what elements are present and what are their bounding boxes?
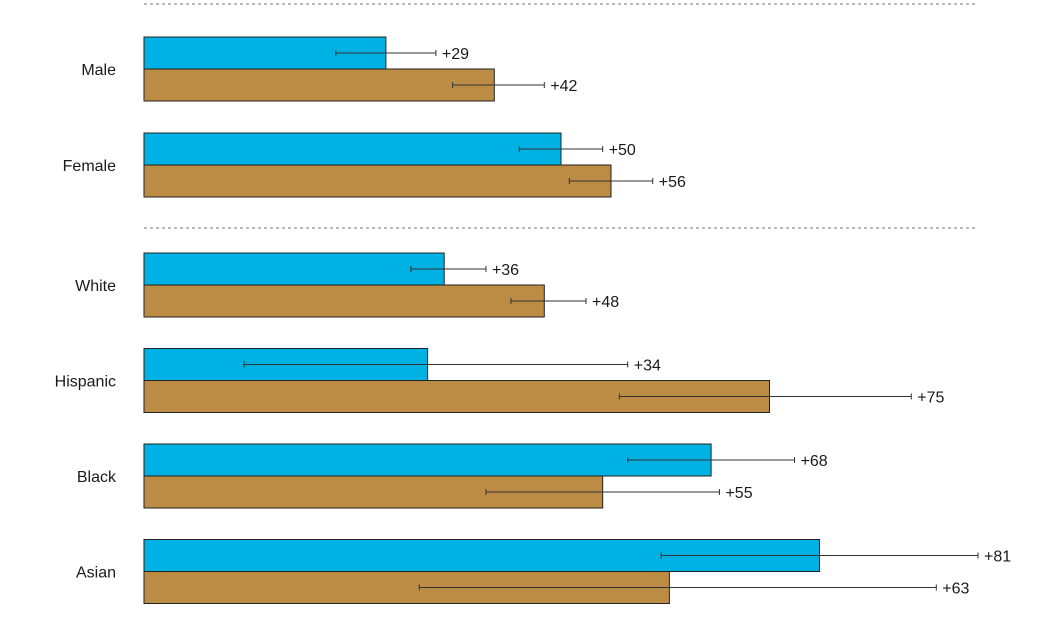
- bar-white-series_a: [143, 252, 445, 286]
- value-label-asian-series_a: +81: [984, 549, 1011, 566]
- value-label-asian-series_b: +63: [942, 581, 969, 598]
- value-label-hispanic-series_a: +34: [634, 358, 661, 375]
- value-label-female-series_a: +50: [609, 142, 636, 159]
- category-label-asian: Asian: [76, 565, 116, 582]
- bar-male-series_b: [143, 68, 495, 102]
- value-label-black-series_a: +68: [801, 453, 828, 470]
- category-label-hispanic: Hispanic: [55, 374, 116, 391]
- category-label-male: Male: [81, 62, 116, 79]
- value-label-white-series_a: +36: [492, 262, 519, 279]
- category-label-black: Black: [77, 469, 117, 486]
- value-label-female-series_b: +56: [659, 174, 686, 191]
- category-label-white: White: [75, 278, 116, 295]
- bar-white-series_b: [143, 284, 545, 318]
- value-label-hispanic-series_b: +75: [917, 390, 944, 407]
- bar-female-series_a: [143, 132, 562, 166]
- value-label-male-series_b: +42: [550, 78, 577, 95]
- value-label-male-series_a: +29: [442, 46, 469, 63]
- bar-black-series_a: [143, 443, 712, 477]
- value-label-white-series_b: +48: [592, 294, 619, 311]
- bar-female-series_b: [143, 164, 612, 198]
- value-label-black-series_b: +55: [725, 485, 752, 502]
- category-label-female: Female: [63, 158, 116, 175]
